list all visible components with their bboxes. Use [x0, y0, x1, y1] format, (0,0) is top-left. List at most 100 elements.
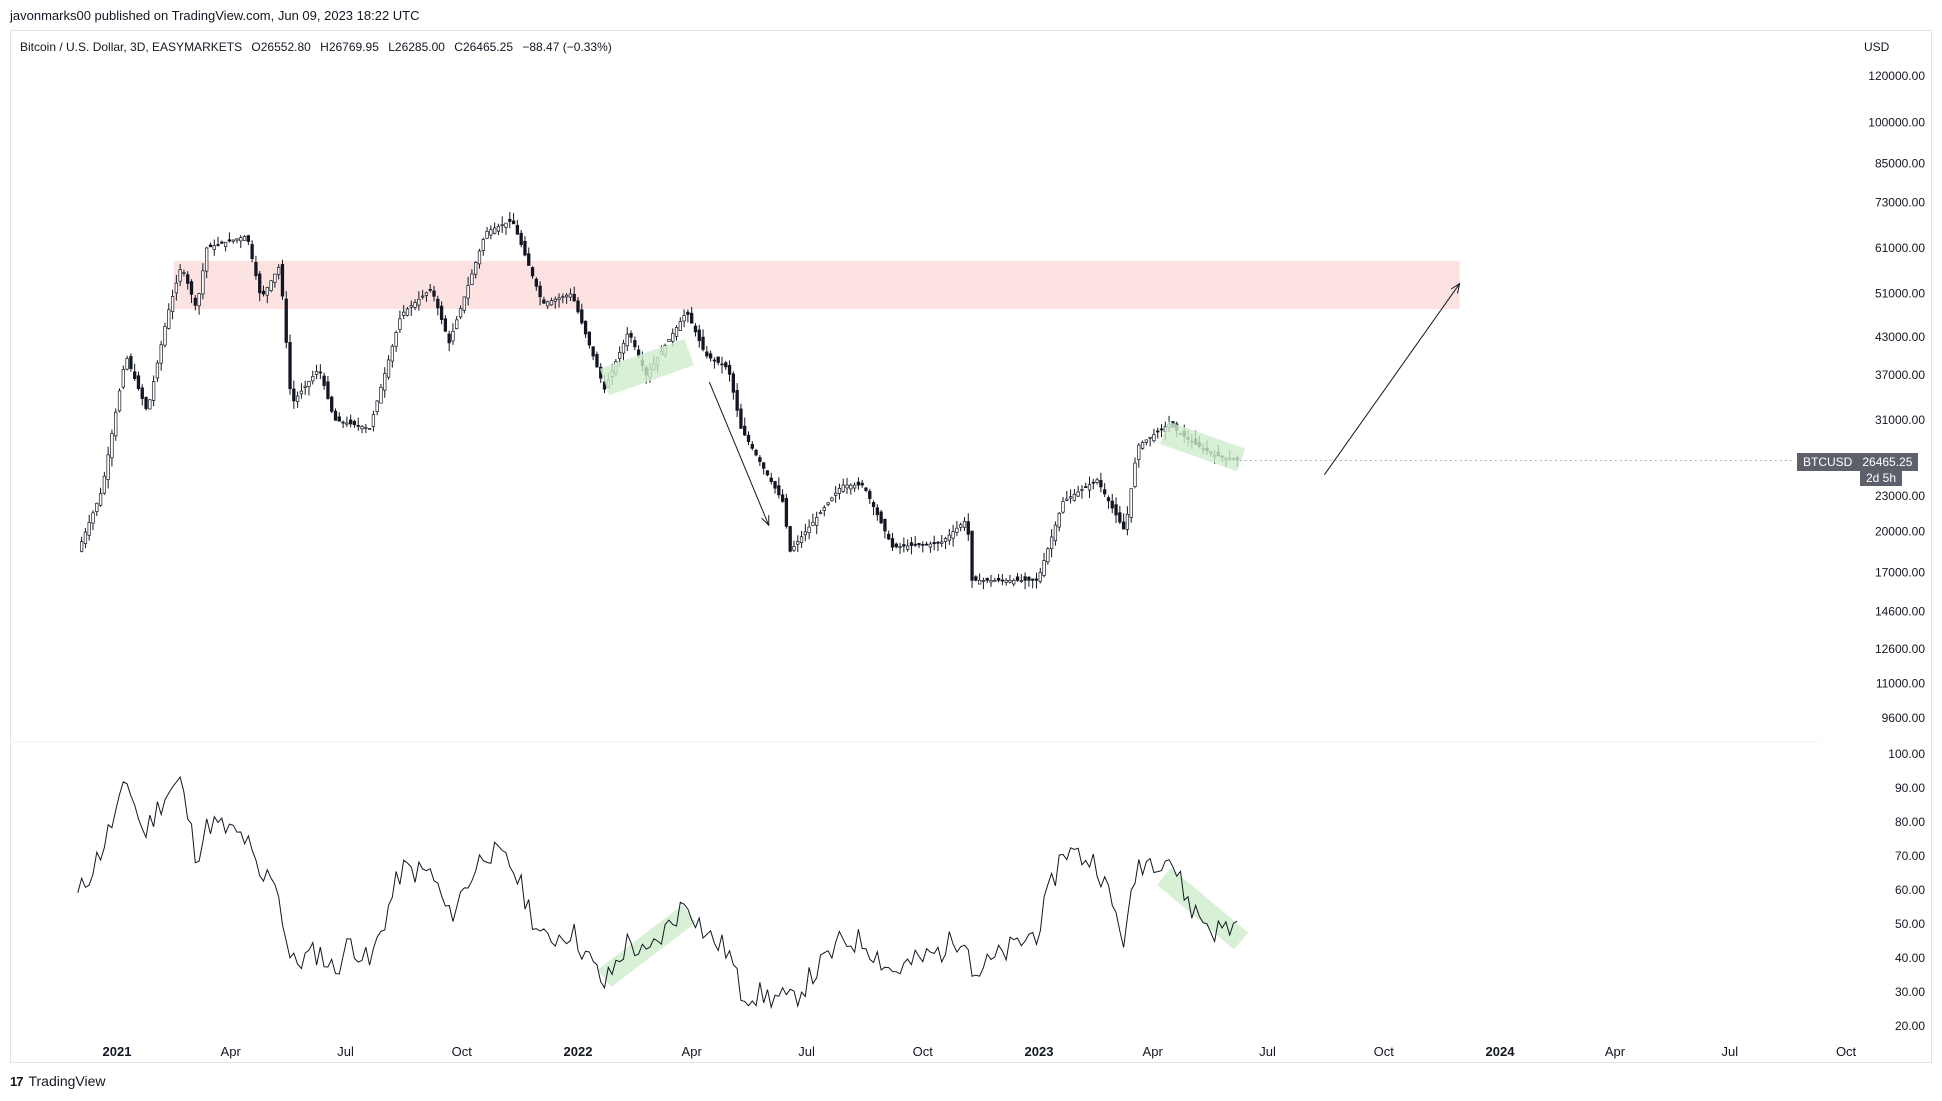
candle-down	[883, 518, 887, 532]
oscillator-axis-tick: 60.00	[1895, 883, 1925, 897]
candle-up	[837, 487, 842, 494]
candle-down	[697, 329, 701, 342]
candle-up	[940, 541, 944, 544]
candle-down	[519, 232, 523, 246]
candle-down	[595, 354, 599, 368]
symbol-name[interactable]: Bitcoin / U.S. Dollar, 3D, EASYMARKETS	[20, 40, 243, 54]
candle-up	[815, 517, 819, 526]
candle-up	[269, 280, 273, 291]
badge-ticker: BTCUSD	[1803, 455, 1853, 469]
oscillator-axis-tick: 50.00	[1895, 917, 1925, 931]
candle-up	[1061, 501, 1065, 513]
candle-up	[242, 236, 247, 241]
time-axis-tick: Jul	[1722, 1044, 1739, 1059]
candle-up	[1087, 484, 1092, 491]
candle-up	[625, 333, 629, 347]
candle-up	[947, 534, 951, 541]
candle-up	[402, 311, 406, 316]
price-axis-tick: 51000.00	[1875, 286, 1925, 300]
candle-down	[447, 333, 451, 344]
candle-up	[1140, 442, 1145, 449]
candle-down	[136, 375, 141, 389]
candle-up	[405, 308, 410, 316]
candle-up	[1133, 462, 1137, 487]
candle-down	[572, 293, 576, 302]
candle-down	[686, 311, 690, 315]
ohlc-open: O26552.80	[251, 40, 311, 54]
price-axis-tick: 100000.00	[1868, 115, 1925, 129]
candle-up	[91, 512, 95, 524]
candle-down	[349, 419, 353, 425]
candle-up	[489, 229, 493, 236]
candle-up	[504, 222, 508, 228]
candle-up	[671, 333, 675, 342]
candle-up	[125, 358, 129, 370]
candle-up	[682, 315, 686, 322]
candle-down	[1000, 579, 1005, 582]
candle-up	[561, 296, 565, 298]
candle-up	[299, 390, 304, 395]
price-axis-tick: 9600.00	[1882, 711, 1926, 725]
candle-up	[379, 386, 383, 404]
candle-up	[807, 526, 811, 534]
candle-up	[95, 502, 99, 513]
time-axis-tick: Jul	[1259, 1044, 1276, 1059]
time-axis-tick: Apr	[1605, 1044, 1626, 1059]
candle-up	[235, 238, 239, 241]
candle-up	[174, 282, 179, 294]
candle-up	[87, 522, 91, 536]
candle-up	[451, 331, 455, 342]
candle-down	[1099, 480, 1103, 488]
time-axis-tick: Oct	[1374, 1044, 1395, 1059]
ohlc-low: L26285.00	[388, 40, 445, 54]
candle-up	[79, 541, 84, 552]
candle-down	[341, 421, 345, 424]
candle-down	[996, 577, 1001, 581]
candle-down	[443, 318, 448, 332]
bar-timer-badge: 2d 5h	[1860, 470, 1903, 486]
ohlc-change: −88.47 (−0.33%)	[522, 40, 612, 54]
candle-down	[284, 298, 288, 343]
candle-up	[993, 579, 997, 582]
candle-down	[932, 542, 936, 545]
candle-up	[470, 273, 474, 285]
candle-up	[818, 512, 823, 515]
candle-up	[277, 267, 281, 275]
candle-up	[466, 285, 470, 299]
candle-down	[333, 410, 338, 421]
candle-up	[803, 531, 807, 536]
candle-down	[924, 543, 929, 546]
candle-up	[178, 269, 182, 282]
candle-up	[201, 270, 205, 295]
candle-up	[182, 272, 186, 274]
candle-up	[1137, 444, 1141, 460]
candle-down	[254, 262, 258, 277]
candle-down	[133, 371, 137, 379]
candle-down	[720, 363, 724, 366]
candle-up	[148, 399, 152, 410]
candle-down	[879, 511, 883, 524]
candle-up	[458, 308, 463, 318]
candle-up	[546, 301, 550, 307]
candle-down	[326, 381, 330, 399]
candle-up	[1004, 579, 1008, 583]
footer-brand[interactable]: 17 TradingView	[10, 1073, 106, 1089]
ohlc-close: C26465.25	[454, 40, 514, 54]
candle-down	[724, 362, 728, 368]
candle-down	[890, 538, 895, 548]
candle-up	[549, 300, 554, 306]
candle-down	[913, 543, 917, 546]
candle-up	[239, 237, 243, 242]
candle-up	[928, 543, 933, 548]
candle-down	[693, 325, 698, 333]
currency-label[interactable]: USD	[1864, 40, 1890, 54]
candle-up	[223, 241, 228, 247]
candle-up	[462, 296, 466, 311]
chart-frame[interactable]	[10, 30, 1932, 1063]
candle-up	[898, 546, 902, 548]
candle-up	[492, 227, 497, 234]
candle-up	[106, 454, 110, 481]
candle-down	[439, 305, 444, 320]
candle-down	[633, 340, 637, 348]
